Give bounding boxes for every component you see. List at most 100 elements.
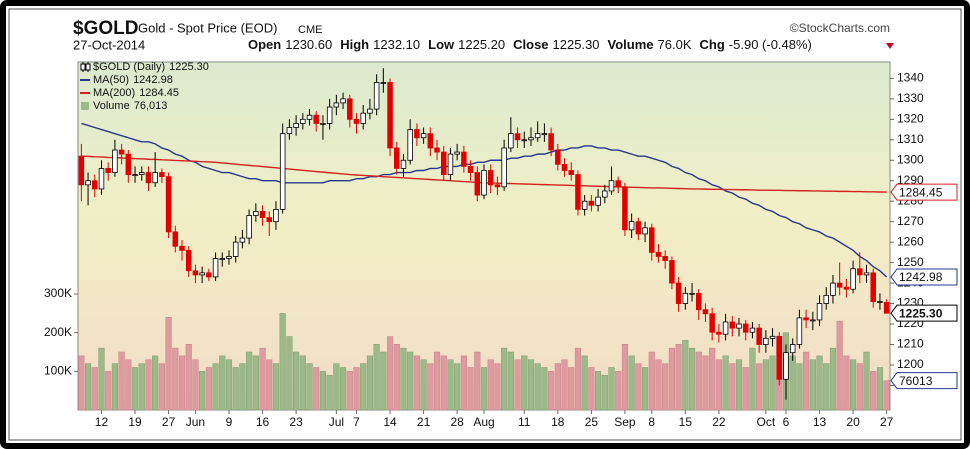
volume-bar (742, 367, 749, 411)
volume-bar (836, 320, 843, 411)
volume-bar (829, 347, 837, 411)
volume-bar (521, 355, 528, 411)
volume-bar (709, 347, 716, 411)
x-tick-label: 27 (880, 415, 894, 429)
volume-bar (682, 340, 689, 411)
security-name: Gold - Spot Price (EOD) (138, 20, 277, 35)
volume-bar (440, 355, 447, 411)
candle-body (266, 217, 273, 223)
y-tick-label: 1250 (897, 255, 924, 269)
x-tick-label: 19 (128, 415, 142, 429)
volume-bar (487, 359, 494, 411)
volume-bar (729, 363, 736, 411)
candle-body (340, 98, 346, 104)
x-tick-label: 11 (518, 415, 531, 429)
volume-bar (702, 355, 709, 411)
candle-body (145, 172, 152, 184)
candle-body (669, 260, 675, 284)
quote-label: High (340, 37, 369, 52)
candle-body (722, 321, 729, 335)
candle-body (172, 231, 179, 247)
y-tick-label: 1340 (897, 71, 924, 85)
candle-body (219, 258, 226, 260)
x-tick-label: 16 (256, 415, 270, 429)
candle-body (206, 272, 212, 278)
candle-body (742, 323, 749, 333)
x-tick-label: 27 (162, 415, 176, 429)
x-tick-label: Jul (329, 415, 344, 429)
volume-bar (474, 351, 481, 411)
legend-entry: $GOLD (Daily) 1225.30 (93, 61, 209, 73)
volume-bar (595, 371, 602, 411)
quote-value: 1225.20 (458, 37, 505, 52)
volume-bar (769, 355, 776, 411)
quote-label: Low (428, 37, 455, 52)
value-tag-label: 1242.98 (899, 270, 943, 284)
exchange: CME (298, 24, 322, 36)
candle-body (850, 268, 856, 290)
candle-body (259, 211, 266, 218)
candle-body (212, 258, 219, 278)
candle-body (628, 221, 635, 231)
volume-bar (574, 347, 582, 411)
volume-bar (420, 359, 427, 411)
volume-bar (803, 351, 810, 411)
volume-bar (615, 371, 622, 411)
candle-body (494, 184, 501, 188)
quote-value: 1230.60 (285, 37, 332, 52)
volume-bar (219, 355, 226, 411)
candle-body (514, 133, 521, 141)
candle-body (528, 137, 534, 141)
candle-body (326, 106, 333, 124)
candle-body (78, 155, 85, 186)
x-tick-label: 28 (450, 415, 464, 429)
x-tick-label: 20 (846, 415, 860, 429)
candle-body (709, 313, 715, 333)
volume-bar (433, 351, 441, 411)
candle-body (447, 153, 454, 175)
volume-bar (527, 359, 535, 411)
volume-bar (212, 363, 219, 411)
legend-value: 1225.30 (169, 61, 209, 73)
volume-bar (366, 355, 373, 411)
y-tick-label: 1290 (897, 173, 924, 187)
x-tick-label: 12 (95, 415, 109, 429)
candle-body (863, 272, 870, 276)
volume-bar (205, 367, 212, 411)
candle-body (883, 301, 890, 314)
quote-value: -5.90 (-0.48%) (729, 37, 812, 52)
candle-body (789, 344, 796, 354)
volume-bar (608, 367, 615, 411)
volume-bar (715, 359, 722, 411)
volume-bar (454, 363, 461, 411)
volume-bar (534, 363, 541, 411)
candle-body (320, 123, 326, 125)
volume-bar (225, 359, 233, 411)
legend-entry: MA(200) 1284.45 (93, 87, 179, 99)
y-tick-label: 1330 (897, 91, 924, 105)
legend-box (81, 102, 89, 110)
x-tick-label: 6 (783, 415, 790, 429)
y-tick-label: 1260 (897, 234, 924, 248)
volume-bar (306, 363, 313, 411)
y-tick-label: 1270 (897, 214, 924, 228)
volume-bar (145, 359, 152, 411)
candle-body (783, 352, 789, 380)
volume-bar (722, 355, 729, 411)
candle-body (246, 215, 252, 239)
volume-bar (789, 355, 796, 411)
legend-name: Volume (93, 100, 130, 112)
volume-bar (762, 359, 769, 411)
candle-body (139, 172, 145, 175)
candle-body (857, 268, 863, 276)
legend-value: 1242.98 (133, 74, 173, 86)
candle-body (803, 317, 809, 321)
volume-bar (252, 355, 259, 411)
candle-body (367, 108, 373, 114)
legend-name: MA(200) (93, 87, 135, 99)
volume-bar (393, 344, 400, 411)
volume-bar (735, 359, 743, 411)
volume-bar (662, 363, 669, 411)
quote-line: Open 1230.60 High 1232.10 Low 1225.20 Close 122… (248, 37, 812, 52)
